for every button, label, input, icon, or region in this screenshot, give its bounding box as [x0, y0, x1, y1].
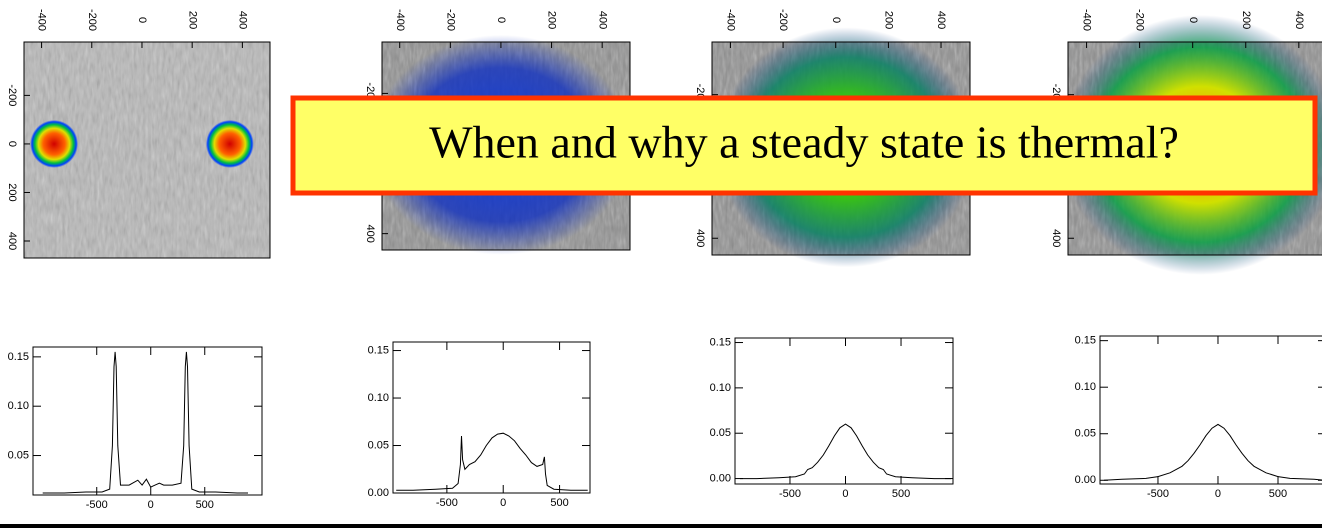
- plot-frame: [32, 346, 263, 496]
- profile-charts: -500 0 500 0.05 0.10 0.15 -500 0 500 0.00 0.05 0.10…: [8, 335, 1322, 511]
- y-tick-label: 0.00: [710, 472, 731, 484]
- plot-frame: [734, 337, 954, 485]
- x-tick-label: -500: [436, 497, 458, 509]
- x-tick-label: -500: [1147, 488, 1169, 500]
- blob: [205, 119, 254, 168]
- plot-frame: [1099, 335, 1322, 485]
- x-tick-label: 200: [882, 11, 894, 29]
- x-tick-label: 500: [892, 488, 910, 500]
- plot-frame: [392, 341, 591, 494]
- y-tick-label: 0.05: [8, 449, 29, 461]
- x-tick-label: -400: [394, 9, 406, 31]
- x-tick-label: 400: [1293, 11, 1305, 29]
- y-tick-label: 0.10: [1075, 381, 1096, 393]
- x-tick-label: 0: [1215, 488, 1221, 500]
- x-tick-label: 500: [1269, 488, 1287, 500]
- profile-line: [1103, 423, 1322, 481]
- x-tick-label: -200: [1134, 9, 1146, 31]
- x-tick-label: 200: [1240, 11, 1252, 29]
- x-tick-label: 0: [1187, 17, 1199, 23]
- x-tick-label: 400: [935, 11, 947, 29]
- y-tick-label: 400: [364, 224, 376, 242]
- x-tick-label: 0: [136, 17, 148, 23]
- banner-background: [290, 95, 1318, 196]
- image-frame: [23, 41, 271, 259]
- x-tick-label: -500: [86, 499, 108, 511]
- y-tick-label: 0.10: [368, 392, 389, 404]
- x-tick-label: -200: [444, 9, 456, 31]
- y-tick-label: 0.15: [1075, 335, 1096, 347]
- y-tick-label: 400: [6, 232, 18, 250]
- y-tick-label: 0.10: [710, 382, 731, 394]
- y-tick-label: 0.15: [8, 351, 29, 363]
- x-tick-label: -400: [1081, 9, 1093, 31]
- y-tick-label: -200: [6, 84, 18, 106]
- y-tick-label: 0.05: [368, 439, 389, 451]
- y-tick-label: 0.10: [8, 400, 29, 412]
- blob: [30, 119, 79, 168]
- banner-text: When and why a steady state is thermal?: [429, 117, 1179, 168]
- x-tick-label: 400: [236, 11, 248, 29]
- x-tick-label: 0: [495, 17, 507, 23]
- y-tick-label: 0.15: [368, 344, 389, 356]
- y-tick-label: 0.00: [368, 487, 389, 499]
- x-tick-label: 0: [500, 497, 506, 509]
- y-tick-label: 200: [6, 183, 18, 201]
- profile-line: [740, 423, 951, 480]
- x-tick-label: -400: [36, 9, 48, 31]
- x-tick-label: 0: [830, 17, 842, 23]
- y-tick-label: 0.00: [1075, 474, 1096, 486]
- y-tick-label: 400: [694, 229, 706, 247]
- x-tick-label: -200: [86, 9, 98, 31]
- profile-line: [42, 351, 248, 494]
- profile-line: [396, 432, 588, 491]
- y-tick-label: 400: [1050, 229, 1062, 247]
- x-tick-label: 0: [842, 488, 848, 500]
- banner-box: When and why a steady state is thermal?: [290, 95, 1318, 196]
- y-tick-label: 0: [6, 141, 18, 147]
- x-tick-label: -500: [779, 488, 801, 500]
- x-tick-label: -200: [777, 9, 789, 31]
- x-tick-label: -400: [725, 9, 737, 31]
- x-tick-label: 500: [196, 499, 214, 511]
- x-tick-label: 400: [596, 11, 608, 29]
- image-panels: -400 -200 0 200 400 -200 0 200 400 -400 -200 0 200 40…: [6, 9, 1322, 275]
- y-tick-label: 0.15: [710, 336, 731, 348]
- x-tick-label: 0: [148, 499, 154, 511]
- x-tick-label: 500: [550, 497, 568, 509]
- x-tick-label: 200: [186, 11, 198, 29]
- y-tick-label: 0.05: [710, 427, 731, 439]
- y-tick-label: 0.05: [1075, 428, 1096, 440]
- x-tick-label: 200: [546, 11, 558, 29]
